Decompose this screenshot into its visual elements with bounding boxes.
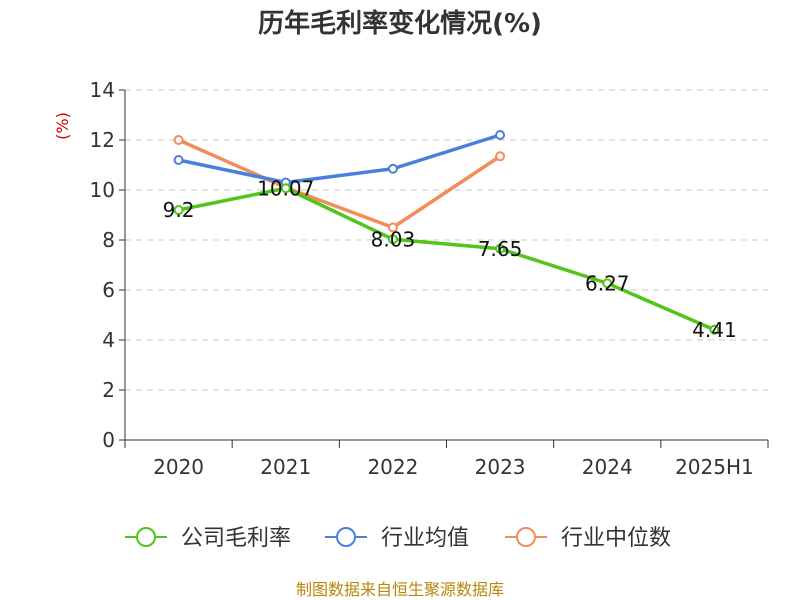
grid-lines: [125, 89, 768, 391]
data-point-1: [173, 155, 184, 165]
data-point-0: [495, 243, 506, 254]
data-label: 10.07: [257, 176, 314, 200]
y-tick-label: 6: [102, 278, 115, 302]
y-tick-label: 8: [102, 228, 115, 252]
series-lines: [173, 130, 720, 335]
data-label: 7.65: [478, 237, 523, 261]
data-point-2: [387, 222, 398, 233]
x-tick-label: 2021: [260, 455, 311, 479]
legend-label: 行业均值: [381, 526, 469, 551]
data-point-2: [495, 151, 506, 162]
data-label: 6.27: [585, 271, 630, 295]
y-tick-label: 0: [102, 428, 115, 452]
legend-marker: [336, 527, 356, 547]
data-point-0: [387, 234, 398, 245]
legend-item-0[interactable]: 公司毛利率: [125, 526, 291, 551]
y-axis-label: (%): [53, 112, 72, 140]
legend[interactable]: 公司毛利率 行业均值 行业中位数: [125, 526, 671, 551]
y-tick-label: 12: [90, 128, 115, 152]
x-tick-label: 2023: [475, 455, 526, 479]
y-tick-label: 14: [90, 78, 115, 102]
series-line-2: [177, 138, 502, 230]
data-label: 4.41: [692, 318, 737, 342]
x-tick-label: 2025H1: [675, 455, 754, 479]
x-tick-label: 2020: [153, 455, 204, 479]
legend-item-1[interactable]: 行业均值: [325, 526, 469, 551]
x-tick-label: 2022: [367, 455, 418, 479]
y-tick-label: 4: [102, 328, 115, 352]
data-point-0: [602, 278, 613, 289]
data-point-0: [280, 183, 291, 194]
data-point-0: [709, 324, 720, 335]
series-line-0: [178, 186, 716, 332]
legend-label: 行业中位数: [561, 526, 671, 551]
data-labels: 9.2 10.07 8.03 7.65 6.27 4.41: [163, 176, 737, 342]
legend-item-2[interactable]: 行业中位数: [505, 526, 671, 551]
data-point-1: [387, 163, 398, 174]
series-line-1: [178, 133, 501, 185]
chart-title: 历年毛利率变化情况(%): [258, 8, 542, 39]
legend-label: 公司毛利率: [181, 526, 291, 551]
legend-marker: [516, 527, 536, 547]
legend-marker: [136, 527, 156, 547]
y-tick-label: 2: [102, 378, 115, 402]
axes: 0 2 4 6 8 10 12 14 2020 2021 2022 2023 2024 2025H1: [90, 78, 769, 479]
y-tick-label: 10: [90, 178, 115, 202]
x-tick-label: 2024: [582, 455, 633, 479]
data-point-0: [173, 205, 184, 215]
data-point-1: [495, 130, 506, 140]
data-label: 9.2: [163, 198, 195, 222]
data-point-2: [173, 135, 184, 145]
data-label: 8.03: [371, 227, 416, 251]
source-footer: 制图数据来自恒生聚源数据库: [296, 580, 504, 599]
